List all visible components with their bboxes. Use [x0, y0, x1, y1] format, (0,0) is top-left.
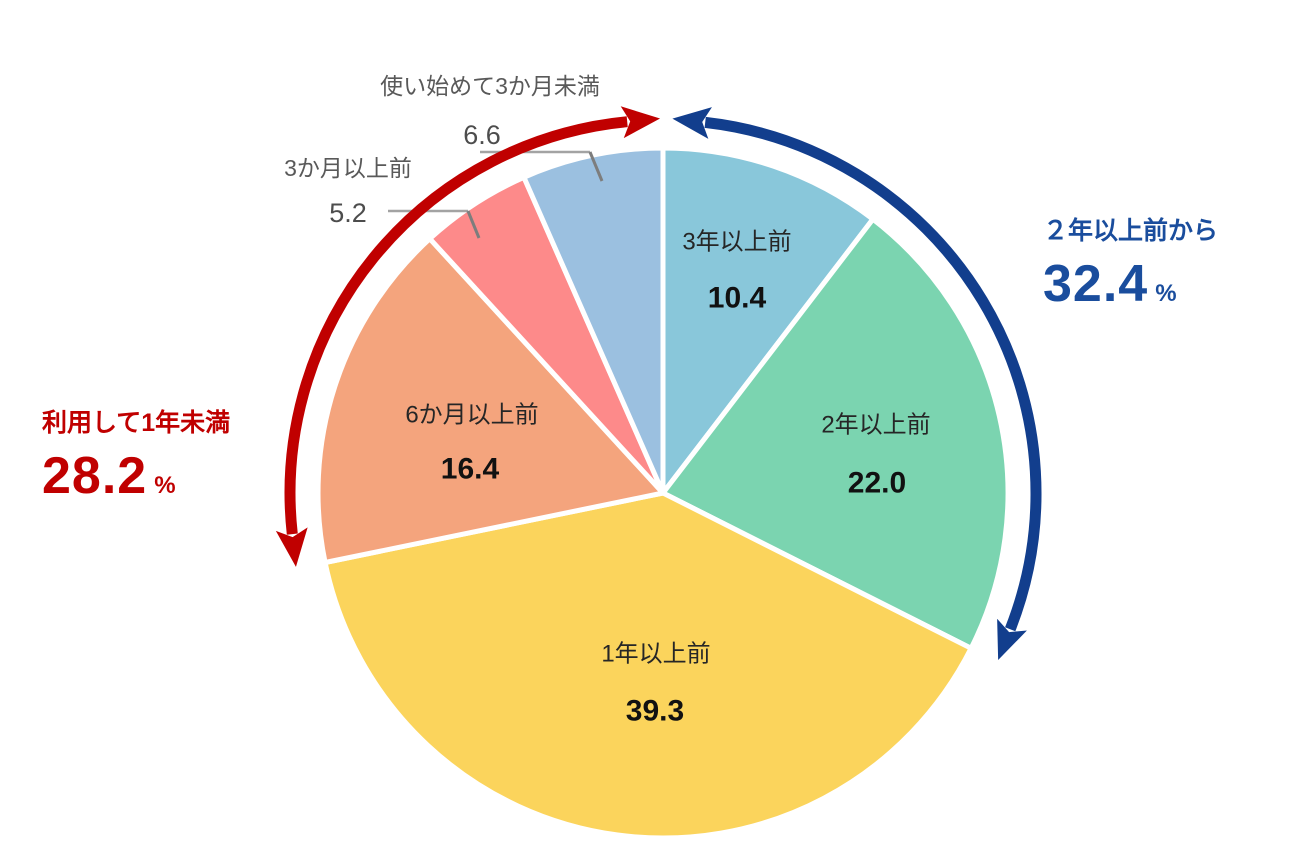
slice-label-2: 1年以上前 — [601, 641, 710, 668]
slice-value-5: 6.6 — [463, 120, 501, 150]
annotation-less-than-1y-value: 28.2 — [42, 446, 148, 505]
annotation-older-than-2y-label: ２年以上前から — [1043, 217, 1219, 245]
slice-label-3: 6か月以上前 — [405, 402, 538, 429]
slice-value-0: 10.4 — [708, 282, 767, 315]
slice-value-1: 22.0 — [848, 467, 906, 500]
slice-value-3: 16.4 — [441, 453, 500, 486]
annotation-less-than-1y-label: 利用して1年未満 — [42, 409, 231, 437]
slice-value-2: 39.3 — [626, 695, 684, 728]
annotation-older-than-2y: ２年以上前から 32.4 % — [1043, 217, 1219, 310]
annotation-less-than-1y-unit: % — [154, 471, 176, 499]
arrow-arc-less-than-1y — [275, 106, 661, 567]
slice-label-1: 2年以上前 — [821, 412, 930, 439]
annotation-older-than-2y-value: 32.4 — [1043, 254, 1149, 313]
arrow-arc-older-than-2y — [672, 107, 1042, 661]
annotation-older-than-2y-value-row: 32.4 % — [1043, 258, 1218, 310]
span-arrows — [275, 106, 1042, 661]
slice-label-5: 使い始めて3か月未満 — [380, 73, 600, 99]
annotation-older-than-2y-unit: % — [1155, 279, 1177, 307]
slice-label-4: 3か月以上前 — [284, 155, 412, 181]
slice-label-0: 3年以上前 — [682, 229, 791, 256]
annotation-less-than-1y-value-row: 28.2 % — [42, 450, 230, 502]
slice-value-4: 5.2 — [329, 198, 367, 228]
annotation-less-than-1y: 利用して1年未満 28.2 % — [42, 409, 231, 502]
